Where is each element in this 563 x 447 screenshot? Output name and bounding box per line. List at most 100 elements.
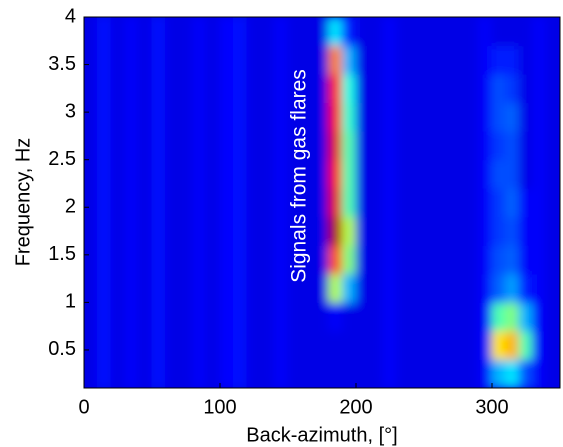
- heatmap-cell: [328, 330, 343, 360]
- heatmap-cell: [369, 17, 384, 47]
- heatmap-cell: [518, 244, 534, 275]
- heatmap-cell: [396, 301, 411, 332]
- heatmap-cell: [423, 17, 439, 47]
- heatmap-cell: [382, 301, 398, 332]
- heatmap-cell: [287, 130, 303, 161]
- heatmap-cell: [505, 358, 520, 388]
- heatmap-cell: [219, 73, 235, 104]
- heatmap-cell: [273, 273, 289, 303]
- heatmap-cell: [341, 301, 357, 332]
- heatmap-cell: [124, 17, 139, 47]
- heatmap-cell: [505, 130, 520, 161]
- heatmap-cell: [287, 17, 303, 47]
- heatmap-cell: [314, 130, 330, 161]
- heatmap-cell: [219, 102, 235, 132]
- heatmap-cell: [314, 73, 330, 104]
- heatmap-cell: [233, 216, 248, 246]
- heatmap-cell: [464, 187, 479, 218]
- heatmap-cell: [110, 273, 126, 303]
- heatmap-cell: [246, 273, 262, 303]
- heatmap-cell: [178, 244, 194, 275]
- heatmap-cell: [233, 244, 248, 275]
- heatmap-cell: [464, 273, 479, 303]
- heatmap-cell: [491, 216, 507, 246]
- heatmap-cell: [532, 130, 547, 161]
- heatmap-cell: [233, 358, 248, 388]
- heatmap-cell: [437, 45, 452, 75]
- heatmap-cell: [287, 102, 303, 132]
- heatmap-cell: [97, 301, 112, 332]
- heatmap-cell: [205, 216, 221, 246]
- heatmap-cell: [532, 17, 547, 47]
- heatmap-cell: [84, 330, 99, 360]
- heatmap-cell: [518, 159, 534, 189]
- heatmap-cell: [124, 130, 139, 161]
- heatmap-cell: [437, 330, 452, 360]
- heatmap-cell: [165, 330, 180, 360]
- heatmap-cell: [423, 273, 439, 303]
- heatmap-cell: [165, 273, 180, 303]
- heatmap-cell: [260, 102, 275, 132]
- heatmap-cell: [165, 73, 180, 104]
- heatmap-cell: [124, 102, 139, 132]
- heatmap-cell: [477, 73, 493, 104]
- heatmap-cell: [97, 358, 112, 388]
- plot-area: [84, 17, 560, 388]
- heatmap-cell: [192, 244, 207, 275]
- heatmap-cell: [491, 244, 507, 275]
- heatmap-cell: [450, 130, 466, 161]
- heatmap-cell: [491, 301, 507, 332]
- heatmap-cell: [137, 273, 153, 303]
- heatmap-cell: [409, 216, 425, 246]
- heatmap-cell: [110, 187, 126, 218]
- heatmap-cell: [423, 358, 439, 388]
- x-tick-label: 300: [475, 396, 508, 418]
- heatmap-cell: [382, 358, 398, 388]
- heatmap-cell: [205, 301, 221, 332]
- heatmap-cell: [165, 358, 180, 388]
- heatmap-cell: [205, 159, 221, 189]
- heatmap-cell: [382, 330, 398, 360]
- heatmap-cell: [464, 130, 479, 161]
- heatmap-cell: [545, 102, 560, 132]
- heatmap-cell: [233, 159, 248, 189]
- heatmap-cell: [246, 216, 262, 246]
- heatmap-cell: [477, 159, 493, 189]
- heatmap-cell: [219, 45, 235, 75]
- heatmap-cell: [151, 45, 167, 75]
- heatmap-cell: [110, 330, 126, 360]
- heatmap-cell: [84, 45, 99, 75]
- heatmap-cell: [165, 301, 180, 332]
- heatmap-cell: [450, 102, 466, 132]
- x-axis-label: Back-azimuth, [°]: [246, 424, 397, 446]
- heatmap-cell: [219, 330, 235, 360]
- heatmap-cell: [273, 130, 289, 161]
- heatmap-cell: [477, 216, 493, 246]
- heatmap-cell: [355, 301, 371, 332]
- heatmap-cell: [545, 159, 560, 189]
- heatmap-cell: [505, 244, 520, 275]
- heatmap-cell: [124, 73, 139, 104]
- heatmap-cell: [314, 301, 330, 332]
- heatmap-cell: [137, 73, 153, 104]
- heatmap-cell: [450, 216, 466, 246]
- heatmap-cell: [246, 187, 262, 218]
- heatmap-cell: [396, 358, 411, 388]
- heatmap-cell: [192, 273, 207, 303]
- heatmap-cell: [124, 159, 139, 189]
- heatmap-cell: [192, 45, 207, 75]
- heatmap-cell: [491, 17, 507, 47]
- heatmap-cell: [341, 130, 357, 161]
- heatmap-cell: [355, 102, 371, 132]
- heatmap-cell: [165, 130, 180, 161]
- heatmap-cell: [409, 244, 425, 275]
- heatmap-cell: [260, 17, 275, 47]
- heatmap-cell: [505, 216, 520, 246]
- heatmap-cell: [477, 273, 493, 303]
- heatmap-cell: [450, 187, 466, 218]
- heatmap-cell: [287, 301, 303, 332]
- heatmap-cell: [532, 73, 547, 104]
- y-tick-label: 2: [65, 196, 76, 218]
- heatmap-cell: [178, 73, 194, 104]
- heatmap-cell: [437, 73, 452, 104]
